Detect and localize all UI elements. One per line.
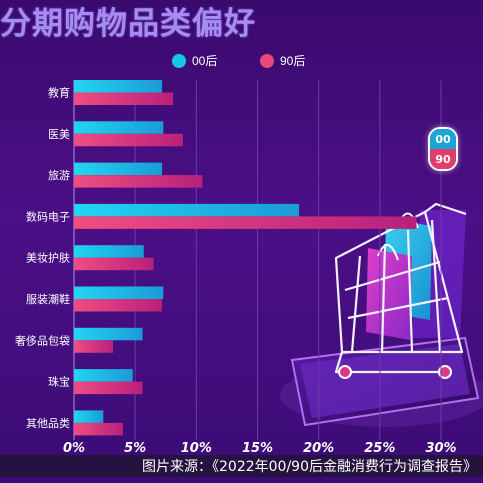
y-tick-label-7: 珠宝 [48,375,70,389]
legend-item-00: 00后 [172,52,217,69]
badge-bottom-label: 90 [430,149,456,169]
bar-00-4 [74,245,144,258]
x-tick-label-0: 0% [63,441,85,456]
bar-90-2 [74,175,203,188]
generation-badge: 00 90 [428,127,458,171]
bar-90-6 [74,340,114,353]
bar-90-3 [74,216,417,229]
bar-90-7 [74,381,143,395]
legend-label-00: 00后 [192,54,218,68]
y-tick-label-0: 教育 [48,86,70,100]
badge-top-label: 00 [430,129,456,149]
x-tick-labels: 0% 5% 10% 15% 20% 25% 30% [63,441,457,456]
bar-90-5 [74,299,163,312]
legend-item-90: 90后 [260,52,305,69]
bar-00-5 [74,286,164,299]
x-tick-label-4: 20% [303,441,334,456]
x-tick-label-1: 5% [124,441,146,456]
x-tick-label-6: 30% [425,441,456,456]
bars-group [74,80,417,436]
bar-00-0 [74,80,163,93]
x-tick-label-2: 10% [181,441,212,456]
caption-text: 图片来源：《2022年00/90后金融消费行为调查报告》 [142,459,477,475]
chart-title: 分期购物品类偏好 [0,6,256,42]
y-tick-label-6: 奢侈品包袋 [15,333,70,347]
shopping-cart-illustration [280,202,483,427]
bar-00-2 [74,162,163,176]
legend-label-90: 90后 [280,54,306,68]
image-source-caption: 图片来源：《2022年00/90后金融消费行为调查报告》 [0,455,483,477]
x-tick-label-5: 25% [364,441,395,456]
y-tick-label-4: 美妆护肤 [26,251,70,265]
x-tick-label-3: 15% [242,441,273,456]
y-tick-label-2: 旅游 [48,168,70,182]
y-tick-label-3: 数码电子 [26,210,70,223]
legend-swatch-00 [172,53,186,68]
y-tick-label-5: 服装潮鞋 [26,292,70,306]
bar-90-0 [74,92,174,105]
bar-00-3 [74,203,300,217]
y-tick-label-8: 其他品类 [26,416,70,430]
legend-swatch-90 [260,53,274,68]
bar-90-8 [74,422,123,436]
bar-00-6 [74,327,143,341]
bar-00-1 [74,121,164,134]
bar-90-4 [74,257,154,271]
y-tick-label-1: 医美 [48,128,70,141]
bar-00-7 [74,369,133,382]
bar-00-8 [74,410,104,423]
bar-90-1 [74,133,183,147]
